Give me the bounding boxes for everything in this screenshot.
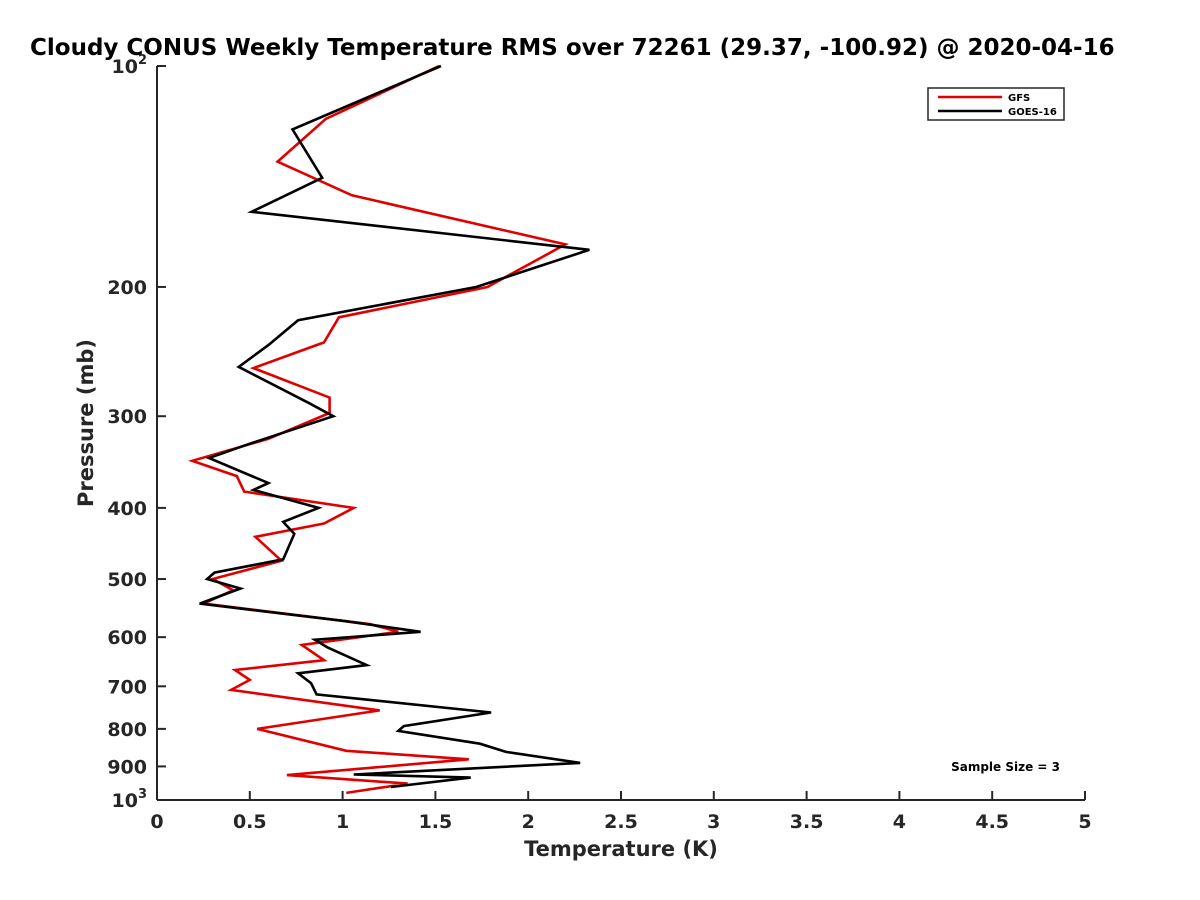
x-tick-label: 0.5 (233, 811, 267, 833)
series-line-gfs (187, 64, 569, 795)
x-axis-label: Temperature (K) (524, 837, 718, 861)
legend: GFS GOES-16 (927, 87, 1065, 121)
y-tick-label: 800 (107, 719, 147, 741)
y-tick-label: 300 (107, 406, 147, 428)
x-tick-label: 1 (336, 811, 349, 833)
x-tick-label: 4 (893, 811, 906, 833)
y-tick-label: 103 (112, 787, 148, 812)
chart-title: Cloudy CONUS Weekly Temperature RMS over… (30, 35, 1115, 61)
y-tick-label: 700 (107, 676, 147, 698)
axes (156, 66, 1085, 801)
y-tick-label: 102 (112, 53, 148, 78)
legend-box (927, 87, 1065, 121)
x-tick-label: 3.5 (790, 811, 824, 833)
y-tick-label: 400 (107, 498, 147, 520)
y-axis-label: Pressure (mb) (74, 339, 98, 507)
y-tick-label: 600 (107, 627, 147, 649)
sample-size-annotation: Sample Size = 3 (951, 760, 1060, 774)
series-line-goes-16 (199, 64, 590, 789)
x-tick-label: 1.5 (419, 811, 453, 833)
x-tick-label: 3 (707, 811, 720, 833)
x-tick-label: 5 (1078, 811, 1091, 833)
series-layer (187, 64, 590, 795)
y-tick-label: 200 (107, 277, 147, 299)
x-tick-label: 4.5 (975, 811, 1009, 833)
y-tick-label: 900 (107, 756, 147, 778)
x-ticks: 0 0.5 1 1.5 2 2.5 3 3.5 4 4.5 5 (150, 791, 1092, 833)
legend-label: GOES-16 (1008, 107, 1057, 118)
legend-label: GFS (1008, 93, 1030, 104)
y-tick-label: 500 (107, 569, 147, 591)
x-tick-label: 0 (150, 811, 163, 833)
x-tick-label: 2 (522, 811, 535, 833)
y-ticks: 102 200 300 400 500 600 700 800 900 103 (107, 53, 166, 812)
x-tick-label: 2.5 (604, 811, 638, 833)
